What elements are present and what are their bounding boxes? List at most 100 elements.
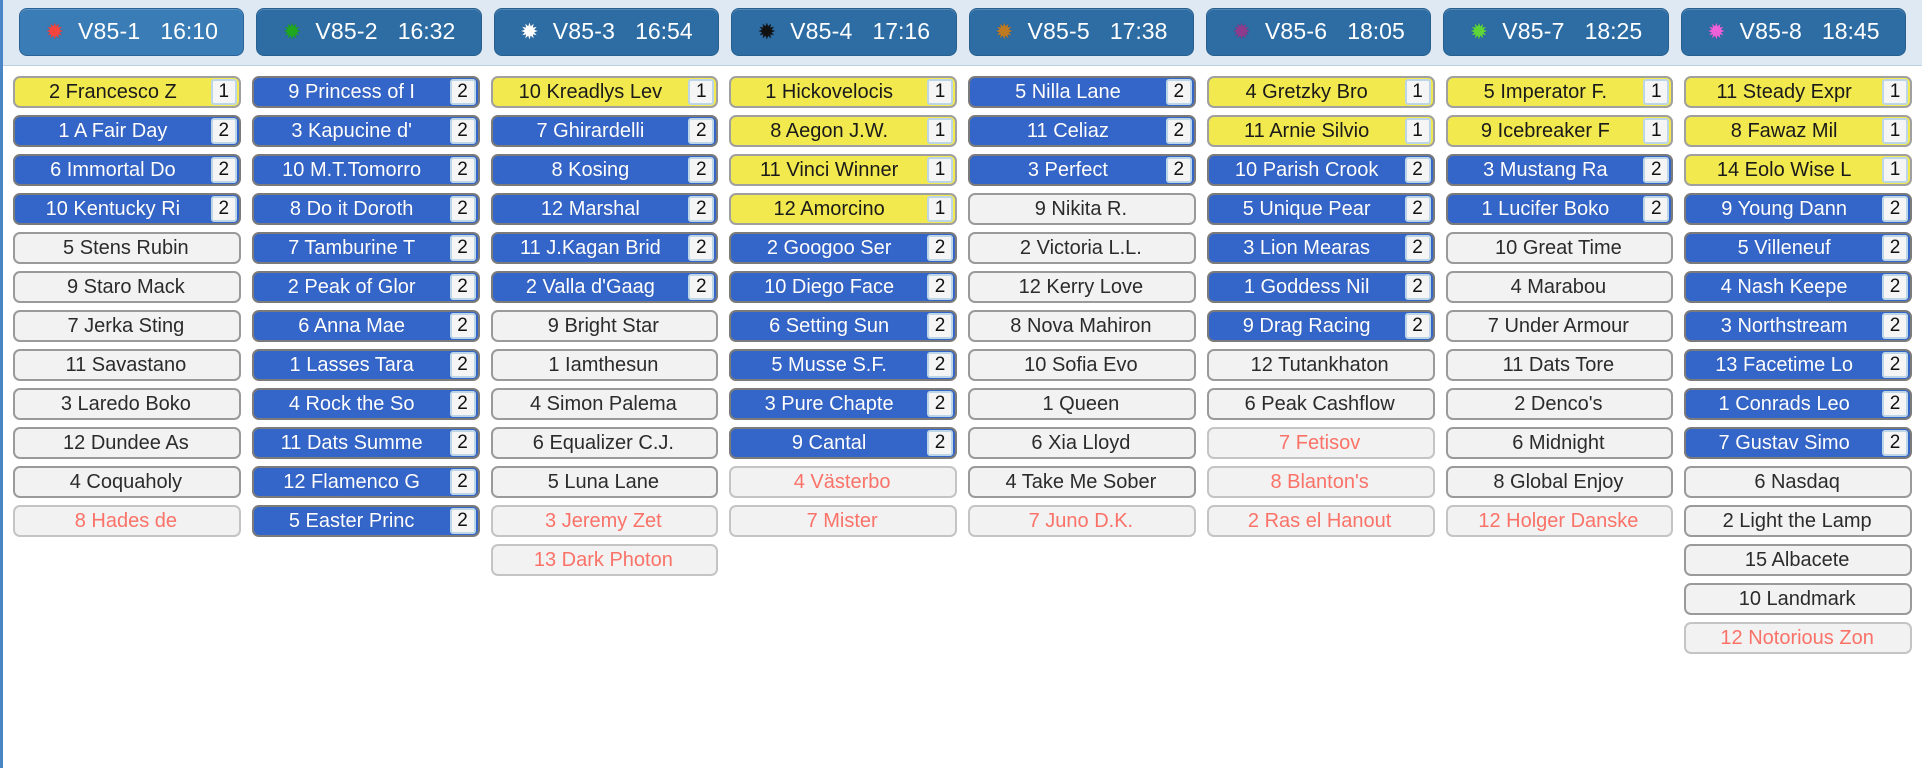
horse-row[interactable]: 12 Amorcino 1 <box>729 193 957 225</box>
horse-row[interactable]: 10 Kreadlys Lev 1 <box>490 76 719 108</box>
horse-row[interactable]: 3 Pure Chapte 2 <box>729 388 957 420</box>
horse-row[interactable]: 7 Tamburine T 2 <box>251 232 480 264</box>
horse-row[interactable]: 2 Valla d'Gaag 2 <box>490 271 719 303</box>
horse-row[interactable]: 2 Peak of Glor 2 <box>251 271 480 303</box>
horse-row[interactable]: 2 Francesco Z 1 <box>13 76 241 108</box>
tab-v85-7[interactable]: ✹ V85-7 18:25 <box>1443 7 1669 56</box>
horse-row[interactable]: 11 Vinci Winner 1 <box>729 154 957 186</box>
horse-row[interactable]: 11 Savastano <box>13 349 241 381</box>
horse-row[interactable]: 2 Googoo Ser 2 <box>729 232 957 264</box>
horse-row[interactable]: 8 Hades de <box>13 505 241 537</box>
horse-row[interactable]: 10 Great Time <box>1445 232 1674 264</box>
horse-row[interactable]: 7 Jerka Sting <box>13 310 241 342</box>
horse-row[interactable]: 6 Immortal Do 2 <box>13 154 241 186</box>
horse-row[interactable]: 7 Fetisov <box>1206 427 1435 459</box>
horse-row[interactable]: 4 Take Me Sober <box>968 466 1196 498</box>
tab-v85-3[interactable]: ✹ V85-3 16:54 <box>493 7 720 56</box>
horse-row[interactable]: 3 Mustang Ra 2 <box>1445 154 1674 186</box>
horse-row[interactable]: 1 Iamthesun <box>490 349 719 381</box>
horse-row[interactable]: 6 Anna Mae 2 <box>251 310 480 342</box>
horse-row[interactable]: 11 Dats Summe 2 <box>251 427 480 459</box>
horse-row[interactable]: 10 Parish Crook 2 <box>1206 154 1435 186</box>
horse-row[interactable]: 4 Rock the So 2 <box>251 388 480 420</box>
horse-row[interactable]: 7 Mister <box>729 505 957 537</box>
horse-row[interactable]: 11 Dats Tore <box>1445 349 1674 381</box>
horse-row[interactable]: 8 Blanton's <box>1206 466 1435 498</box>
horse-row[interactable]: 5 Unique Pear 2 <box>1206 193 1435 225</box>
horse-row[interactable]: 1 A Fair Day 2 <box>13 115 241 147</box>
horse-row[interactable]: 9 Young Dann 2 <box>1684 193 1912 225</box>
horse-row[interactable]: 11 Arnie Silvio 1 <box>1206 115 1435 147</box>
tab-v85-2[interactable]: ✹ V85-2 16:32 <box>256 7 482 56</box>
horse-row[interactable]: 6 Nasdaq <box>1684 466 1912 498</box>
horse-row[interactable]: 5 Luna Lane <box>490 466 719 498</box>
horse-row[interactable]: 9 Icebreaker F 1 <box>1445 115 1674 147</box>
horse-row[interactable]: 12 Dundee As <box>13 427 241 459</box>
horse-row[interactable]: 3 Northstream 2 <box>1684 310 1912 342</box>
horse-row[interactable]: 4 Nash Keepe 2 <box>1684 271 1912 303</box>
horse-row[interactable]: 11 Celiaz 2 <box>968 115 1196 147</box>
horse-row[interactable]: 3 Laredo Boko <box>13 388 241 420</box>
horse-row[interactable]: 8 Fawaz Mil 1 <box>1684 115 1912 147</box>
horse-row[interactable]: 1 Lasses Tara 2 <box>251 349 480 381</box>
horse-row[interactable]: 13 Dark Photon <box>490 544 719 576</box>
horse-row[interactable]: 4 Simon Palema <box>490 388 719 420</box>
horse-row[interactable]: 4 Coquaholy <box>13 466 241 498</box>
horse-row[interactable]: 1 Queen <box>968 388 1196 420</box>
horse-row[interactable]: 13 Facetime Lo 2 <box>1684 349 1912 381</box>
horse-row[interactable]: 2 Victoria L.L. <box>968 232 1196 264</box>
horse-row[interactable]: 5 Villeneuf 2 <box>1684 232 1912 264</box>
horse-row[interactable]: 6 Midnight <box>1445 427 1674 459</box>
horse-row[interactable]: 1 Conrads Leo 2 <box>1684 388 1912 420</box>
tab-v85-4[interactable]: ✹ V85-4 17:16 <box>731 7 957 56</box>
horse-row[interactable]: 11 J.Kagan Brid 2 <box>490 232 719 264</box>
horse-row[interactable]: 8 Kosing 2 <box>490 154 719 186</box>
horse-row[interactable]: 15 Albacete <box>1684 544 1912 576</box>
horse-row[interactable]: 8 Global Enjoy <box>1445 466 1674 498</box>
horse-row[interactable]: 1 Goddess Nil 2 <box>1206 271 1435 303</box>
horse-row[interactable]: 8 Nova Mahiron <box>968 310 1196 342</box>
horse-row[interactable]: 12 Holger Danske <box>1445 505 1674 537</box>
horse-row[interactable]: 2 Light the Lamp <box>1684 505 1912 537</box>
horse-row[interactable]: 9 Bright Star <box>490 310 719 342</box>
horse-row[interactable]: 5 Musse S.F. 2 <box>729 349 957 381</box>
horse-row[interactable]: 11 Steady Expr 1 <box>1684 76 1912 108</box>
horse-row[interactable]: 12 Notorious Zon <box>1684 622 1912 654</box>
horse-row[interactable]: 3 Kapucine d' 2 <box>251 115 480 147</box>
horse-row[interactable]: 8 Do it Doroth 2 <box>251 193 480 225</box>
horse-row[interactable]: 12 Marshal 2 <box>490 193 719 225</box>
horse-row[interactable]: 5 Stens Rubin <box>13 232 241 264</box>
horse-row[interactable]: 9 Cantal 2 <box>729 427 957 459</box>
horse-row[interactable]: 3 Lion Mearas 2 <box>1206 232 1435 264</box>
tab-v85-1[interactable]: ✹ V85-1 16:10 <box>19 7 245 56</box>
horse-row[interactable]: 14 Eolo Wise L 1 <box>1684 154 1912 186</box>
horse-row[interactable]: 4 Marabou <box>1445 271 1674 303</box>
horse-row[interactable]: 9 Drag Racing 2 <box>1206 310 1435 342</box>
horse-row[interactable]: 7 Juno D.K. <box>968 505 1196 537</box>
horse-row[interactable]: 12 Tutankhaton <box>1206 349 1435 381</box>
horse-row[interactable]: 10 Sofia Evo <box>968 349 1196 381</box>
horse-row[interactable]: 6 Equalizer C.J. <box>490 427 719 459</box>
horse-row[interactable]: 10 Diego Face 2 <box>729 271 957 303</box>
horse-row[interactable]: 9 Princess of I 2 <box>251 76 480 108</box>
horse-row[interactable]: 7 Gustav Simo 2 <box>1684 427 1912 459</box>
tab-v85-6[interactable]: ✹ V85-6 18:05 <box>1205 7 1432 56</box>
horse-row[interactable]: 3 Jeremy Zet <box>490 505 719 537</box>
horse-row[interactable]: 5 Easter Princ 2 <box>251 505 480 537</box>
horse-row[interactable]: 10 Kentucky Ri 2 <box>13 193 241 225</box>
horse-row[interactable]: 1 Hickovelocis 1 <box>729 76 957 108</box>
horse-row[interactable]: 9 Nikita R. <box>968 193 1196 225</box>
horse-row[interactable]: 4 Gretzky Bro 1 <box>1206 76 1435 108</box>
horse-row[interactable]: 9 Staro Mack <box>13 271 241 303</box>
horse-row[interactable]: 8 Aegon J.W. 1 <box>729 115 957 147</box>
horse-row[interactable]: 7 Under Armour <box>1445 310 1674 342</box>
tab-v85-5[interactable]: ✹ V85-5 17:38 <box>968 7 1194 56</box>
horse-row[interactable]: 4 Västerbo <box>729 466 957 498</box>
horse-row[interactable]: 6 Xia Lloyd <box>968 427 1196 459</box>
horse-row[interactable]: 12 Kerry Love <box>968 271 1196 303</box>
horse-row[interactable]: 6 Peak Cashflow <box>1206 388 1435 420</box>
horse-row[interactable]: 5 Nilla Lane 2 <box>968 76 1196 108</box>
horse-row[interactable]: 12 Flamenco G 2 <box>251 466 480 498</box>
horse-row[interactable]: 10 M.T.Tomorro 2 <box>251 154 480 186</box>
horse-row[interactable]: 7 Ghirardelli 2 <box>490 115 719 147</box>
